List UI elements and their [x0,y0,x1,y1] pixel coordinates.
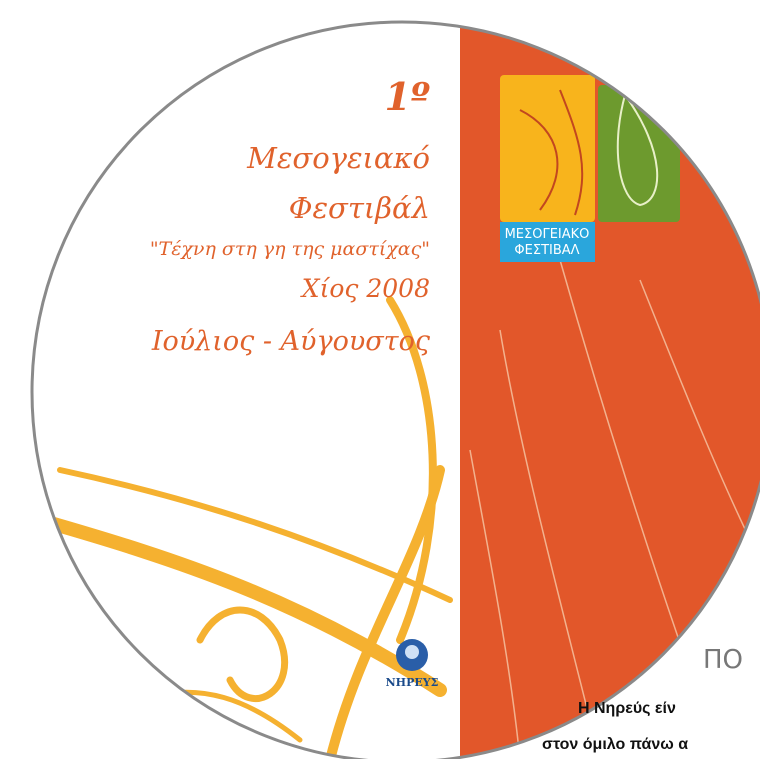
article-line: Η Νηρεύς είν [578,700,676,717]
edition: 1º [385,74,430,119]
logo-label: ΜΕΣΟΓΕΙΑΚΟ [505,227,590,242]
logo-label: ΦΕΣΤΙΒΑΛ [514,243,579,258]
festival-line: Μεσογειακό [246,141,430,175]
festival-line: Ιούλιος - Αύγουστος [151,326,431,357]
festival-line: "Τέχνη στη γη της μαστίχας" [150,238,430,260]
logo-drop [616,92,659,207]
sponsor-name: ΝΗΡΕΥΣ [386,676,439,689]
logo-label-box [500,222,595,262]
logo-sun [519,89,584,216]
sponsor-icon-inner [405,645,419,659]
article-line: στον όμιλο πάνω α [542,736,688,753]
festival-line: Χίος 2008 [300,274,430,303]
disc-rim [30,20,760,759]
festival-line: Φεστιβάλ [289,191,430,225]
article-heading: ΠΟ [703,645,743,675]
logo-green [598,85,680,222]
